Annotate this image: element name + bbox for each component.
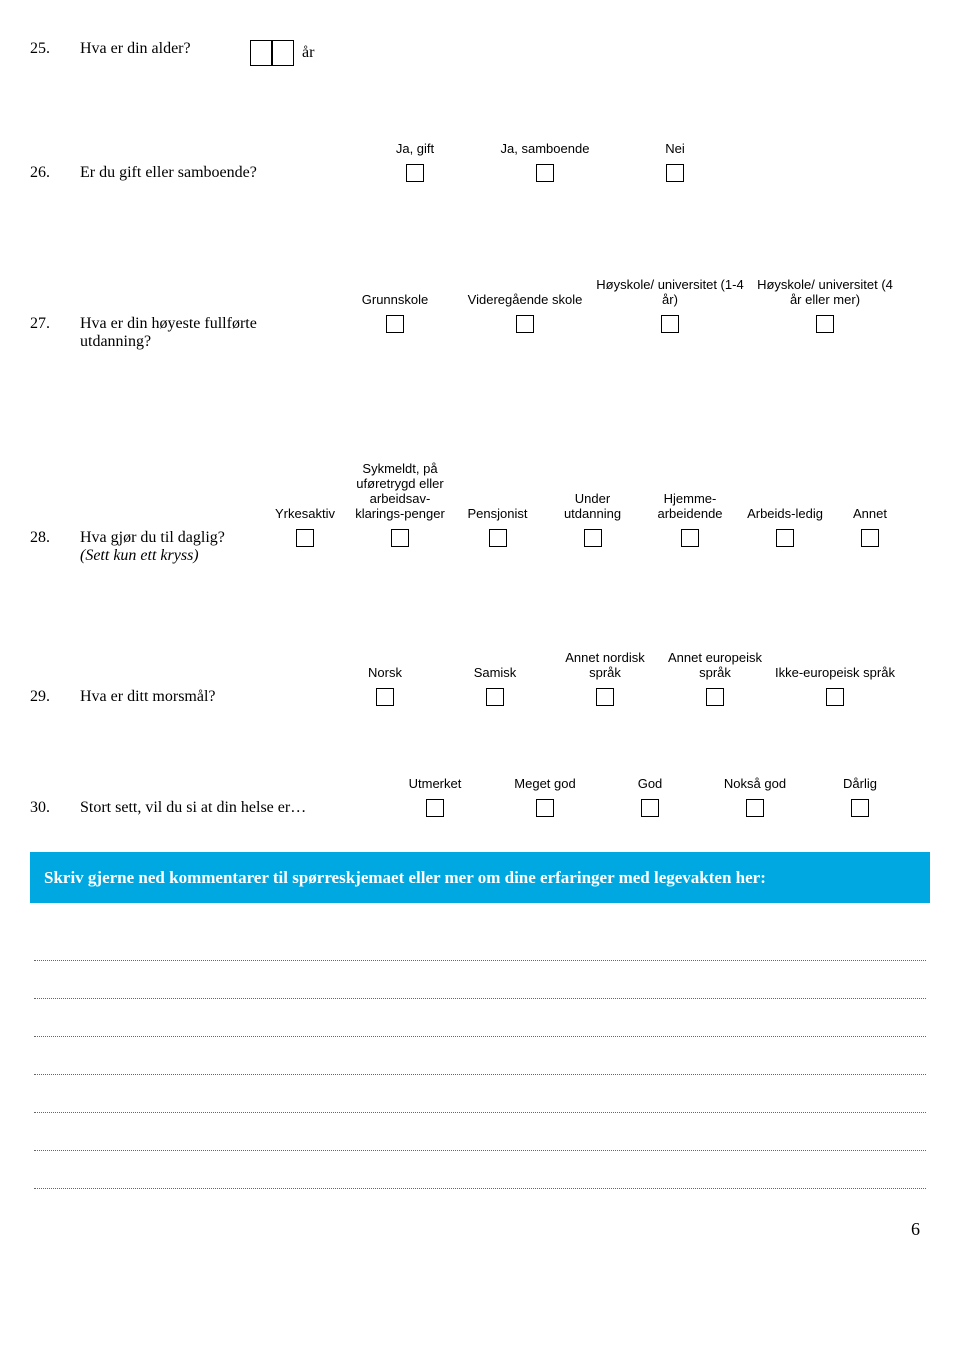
q26-opt-2-label: Nei: [610, 136, 740, 156]
q27-opt-3-label: Høyskole/ universitet (4 år eller mer): [750, 247, 900, 307]
q28-checkbox-5[interactable]: [776, 529, 794, 547]
page-number: 6: [30, 1219, 930, 1240]
writing-line: [34, 999, 926, 1037]
question-30: Utmerket Meget god God Nokså god Dårlig …: [30, 771, 930, 817]
q27-opt-2-label: Høyskole/ universitet (1-4 år): [590, 247, 750, 307]
question-26: Ja, gift Ja, samboende Nei 26. Er du gif…: [30, 136, 930, 182]
q27-checkbox-3[interactable]: [816, 315, 834, 333]
q28-checkbox-1[interactable]: [391, 529, 409, 547]
q28-checkbox-3[interactable]: [584, 529, 602, 547]
q29-number: 29.: [30, 688, 80, 706]
q28-opt-1-label: Sykmeldt, på uføretrygd eller arbeidsav-…: [350, 411, 450, 521]
q25-number: 25.: [30, 40, 80, 58]
q27-checkbox-2[interactable]: [661, 315, 679, 333]
q29-checkbox-4[interactable]: [826, 688, 844, 706]
q30-checkbox-4[interactable]: [851, 799, 869, 817]
question-28: Yrkesaktiv Sykmeldt, på uføretrygd eller…: [30, 411, 930, 565]
q28-checkbox-0[interactable]: [296, 529, 314, 547]
q28-opt-5-label: Arbeids-ledig: [740, 411, 830, 521]
q29-checkbox-1[interactable]: [486, 688, 504, 706]
q28-subtext: (Sett kun ett kryss): [80, 547, 260, 565]
q27-number: 27.: [30, 315, 80, 333]
writing-line: [34, 1037, 926, 1075]
q26-opt-0-label: Ja, gift: [350, 136, 480, 156]
q30-opt-1-label: Meget god: [490, 771, 600, 791]
q28-opt-3-label: Under utdanning: [545, 411, 640, 521]
q26-text: Er du gift eller samboende?: [80, 164, 350, 182]
q30-number: 30.: [30, 799, 80, 817]
question-29: Norsk Samisk Annet nordisk språk Annet e…: [30, 625, 930, 706]
q29-checkbox-0[interactable]: [376, 688, 394, 706]
q28-opt-0-label: Yrkesaktiv: [260, 411, 350, 521]
q26-checkbox-1[interactable]: [536, 164, 554, 182]
q28-checkbox-6[interactable]: [861, 529, 879, 547]
q29-checkbox-2[interactable]: [596, 688, 614, 706]
q30-text: Stort sett, vil du si at din helse er…: [80, 799, 380, 817]
q30-checkbox-3[interactable]: [746, 799, 764, 817]
q28-text: Hva gjør du til daglig?: [80, 529, 260, 547]
q29-opt-1-label: Samisk: [440, 625, 550, 680]
q30-checkbox-0[interactable]: [426, 799, 444, 817]
q28-opt-4-label: Hjemme-arbeidende: [640, 411, 740, 521]
q30-opt-0-label: Utmerket: [380, 771, 490, 791]
q26-checkbox-0[interactable]: [406, 164, 424, 182]
writing-line: [34, 1113, 926, 1151]
q29-opt-3-label: Annet europeisk språk: [660, 625, 770, 680]
q27-text: Hva er din høyeste fullførte utdanning?: [80, 315, 330, 351]
q26-checkbox-2[interactable]: [666, 164, 684, 182]
q29-opt-0-label: Norsk: [330, 625, 440, 680]
q25-text: Hva er din alder?: [80, 40, 250, 58]
q30-opt-4-label: Dårlig: [810, 771, 910, 791]
age-digit-1[interactable]: [250, 40, 272, 66]
q29-checkbox-3[interactable]: [706, 688, 724, 706]
writing-line: [34, 1075, 926, 1113]
q28-opt-2-label: Pensjonist: [450, 411, 545, 521]
q25-suffix: år: [302, 44, 314, 62]
q26-opt-1-label: Ja, samboende: [480, 136, 610, 156]
q27-opt-0-label: Grunnskole: [330, 247, 460, 307]
q27-opt-1-label: Videregående skole: [460, 247, 590, 307]
q26-number: 26.: [30, 164, 80, 182]
q27-checkbox-1[interactable]: [516, 315, 534, 333]
q29-opt-2-label: Annet nordisk språk: [550, 625, 660, 680]
comments-banner: Skriv gjerne ned kommentarer til spørres…: [30, 852, 930, 903]
q30-opt-2-label: God: [600, 771, 700, 791]
writing-line: [34, 1151, 926, 1189]
question-25: 25. Hva er din alder? år: [30, 40, 930, 66]
writing-line: [34, 961, 926, 999]
q30-checkbox-2[interactable]: [641, 799, 659, 817]
q28-opt-6-label: Annet: [830, 411, 910, 521]
q29-text: Hva er ditt morsmål?: [80, 688, 330, 706]
q27-checkbox-0[interactable]: [386, 315, 404, 333]
comments-area[interactable]: [30, 923, 930, 1189]
age-digit-2[interactable]: [272, 40, 294, 66]
question-27: Grunnskole Videregående skole Høyskole/ …: [30, 247, 930, 351]
q28-number: 28.: [30, 529, 80, 547]
q28-checkbox-4[interactable]: [681, 529, 699, 547]
q30-opt-3-label: Nokså god: [700, 771, 810, 791]
q30-checkbox-1[interactable]: [536, 799, 554, 817]
q28-checkbox-2[interactable]: [489, 529, 507, 547]
writing-line: [34, 923, 926, 961]
q29-opt-4-label: Ikke-europeisk språk: [770, 625, 900, 680]
